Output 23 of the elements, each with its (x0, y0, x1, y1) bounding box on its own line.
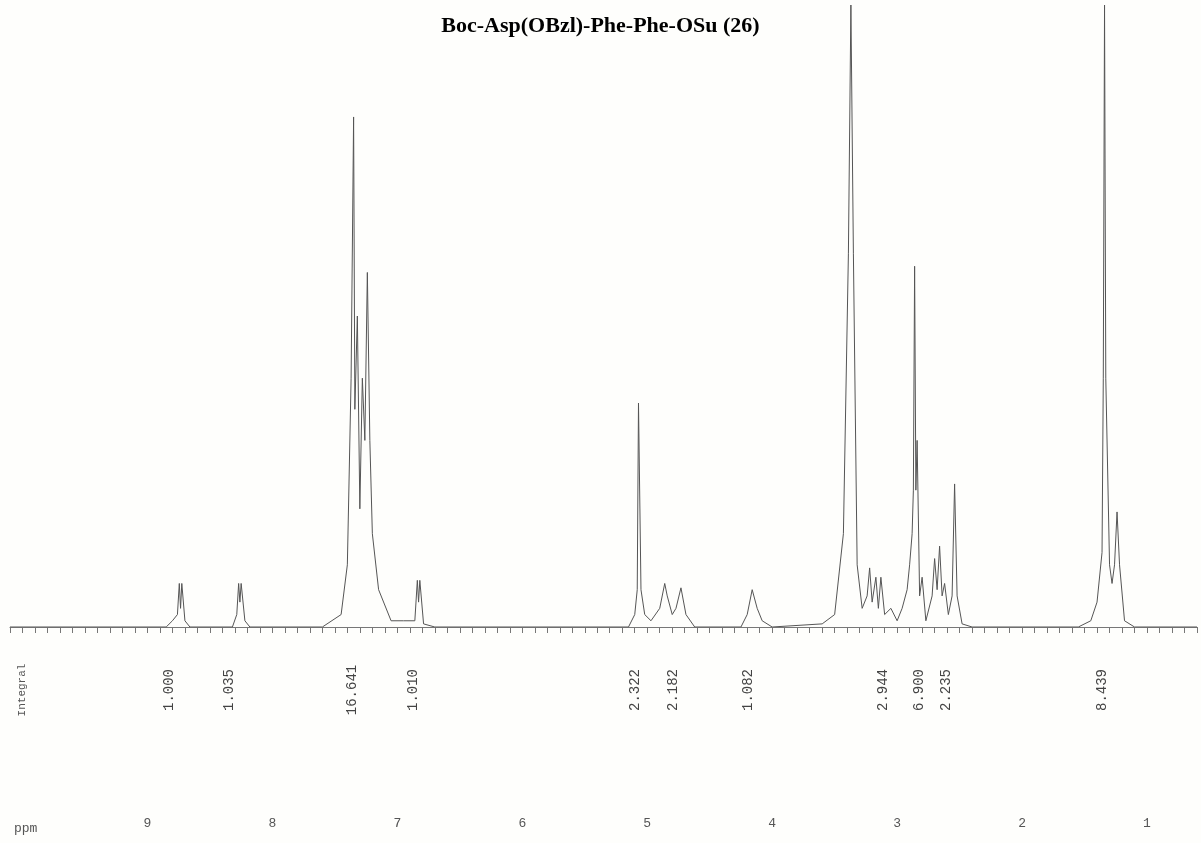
text: 1.000 (161, 668, 177, 712)
text: 16.641 (344, 664, 360, 716)
x-tick-label: 5 (643, 816, 652, 831)
text: Integral (16, 663, 28, 717)
chart-title: Boc-Asp(OBzl)-Phe-Phe-OSu (26) (441, 11, 760, 37)
text: 8.439 (1094, 668, 1110, 712)
text: 1.035 (221, 668, 237, 712)
text: 2.944 (875, 668, 891, 712)
text: 1.082 (740, 668, 756, 712)
x-tick-label: 9 (143, 816, 152, 831)
x-axis-title: ppm (14, 821, 38, 836)
x-tick-label: 8 (268, 816, 277, 831)
x-tick-label: 6 (518, 816, 527, 831)
x-tick-label: 1 (1143, 816, 1152, 831)
text: 1.010 (405, 668, 421, 712)
text: 2.182 (665, 668, 681, 712)
text: 2.235 (938, 668, 954, 712)
text: 2.322 (627, 668, 643, 712)
x-tick-label: 4 (768, 816, 777, 831)
x-tick-label: 7 (393, 816, 402, 831)
x-tick-label: 3 (893, 816, 902, 831)
x-tick-label: 2 (1018, 816, 1026, 831)
text: 6.900 (911, 668, 927, 712)
